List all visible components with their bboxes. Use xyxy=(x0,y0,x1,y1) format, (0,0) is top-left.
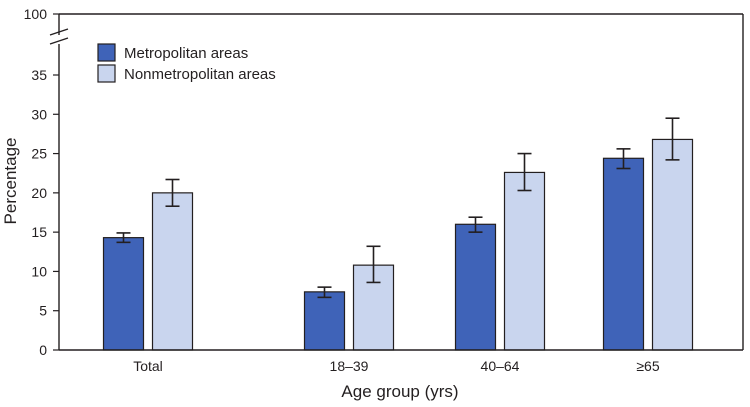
x-axis-title: Age group (yrs) xyxy=(341,382,458,401)
bar xyxy=(303,291,346,351)
y-tick-label: 25 xyxy=(31,146,47,162)
legend-swatch xyxy=(97,43,116,62)
y-axis-title: Percentage xyxy=(1,138,20,225)
y-tick-label: 100 xyxy=(24,6,48,22)
bars xyxy=(102,138,694,351)
axis-break-mark xyxy=(49,28,69,36)
bar xyxy=(151,192,194,351)
x-axis: Total 18–39 40–64 ≥65 xyxy=(133,358,660,374)
y-tick-label: 35 xyxy=(31,67,47,83)
x-tick-label: Total xyxy=(133,358,163,374)
x-tick-label: 40–64 xyxy=(481,358,520,374)
bar xyxy=(651,138,694,351)
plot-frame xyxy=(49,13,744,351)
legend-swatch xyxy=(97,64,116,83)
axis-break-mark xyxy=(49,37,69,45)
bar xyxy=(102,237,145,351)
bar xyxy=(503,171,546,351)
legend: Metropolitan areas Nonmetropolitan areas xyxy=(97,43,276,83)
bar xyxy=(602,157,645,351)
x-tick-label: 18–39 xyxy=(330,358,369,374)
legend-label: Nonmetropolitan areas xyxy=(124,66,276,83)
y-tick-label: 0 xyxy=(39,342,47,358)
legend-label: Metropolitan areas xyxy=(124,45,248,62)
y-tick-label: 15 xyxy=(31,224,47,240)
bar xyxy=(454,223,497,351)
y-tick-label: 10 xyxy=(31,263,47,279)
y-tick-label: 5 xyxy=(39,303,47,319)
error-bars xyxy=(116,117,680,299)
x-tick-label: ≥65 xyxy=(636,358,659,374)
y-tick-label: 20 xyxy=(31,185,47,201)
y-axis: 0 5 10 15 20 25 30 35 100 xyxy=(24,6,59,358)
y-tick-label: 30 xyxy=(31,106,47,122)
